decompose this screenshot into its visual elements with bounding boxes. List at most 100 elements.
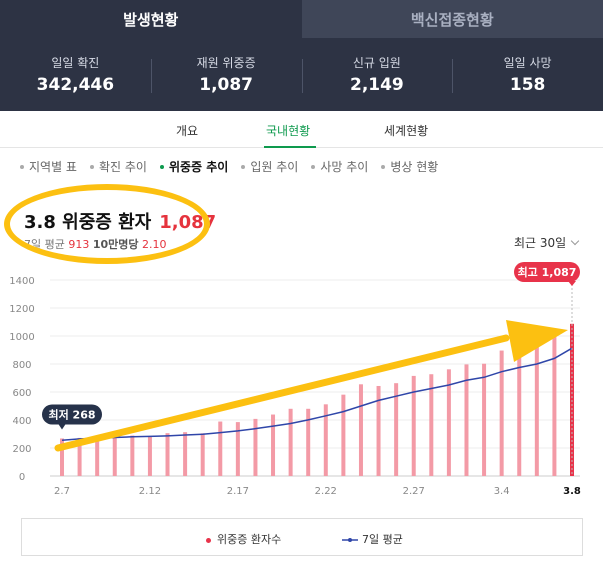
stat-label: 일일 확진 [51, 56, 100, 70]
bar [464, 364, 469, 476]
bar [218, 421, 223, 476]
x-tick-label: 3.8 [563, 486, 581, 497]
legend-bar: 위중증 환자수 [206, 531, 281, 547]
y-tick-label: 800 [12, 360, 31, 371]
menu-label: 병상 현황 [390, 160, 439, 174]
bar [358, 384, 363, 476]
critical-trend-chart: 0 200 400 600 800 1000 1200 1400 2.7 2.12 2.17 2.22… [9, 262, 581, 497]
max-tooltip-label: 최고 1,087 [518, 265, 577, 279]
menu-critical-trend[interactable]: 위중증 추이 [159, 158, 229, 175]
bar [482, 363, 487, 476]
menu-confirmed-trend[interactable]: 확진 추이 [89, 158, 147, 175]
sub-tabs: 개요 국내현황 세계현황 [0, 111, 603, 148]
annotation-circle [4, 184, 210, 264]
bar [235, 422, 240, 476]
bar [271, 414, 276, 476]
avg-line [61, 347, 573, 442]
bar [411, 375, 416, 476]
bullet-icon [241, 164, 246, 169]
bar [165, 433, 170, 476]
period-select[interactable]: 최근 30일 [514, 234, 580, 251]
bar [429, 374, 434, 476]
legend-line: 7일 평균 [342, 531, 403, 547]
bullet-icon [159, 164, 164, 169]
subtab-world[interactable]: 세계현황 [384, 124, 429, 138]
menu-label: 위중증 추이 [168, 160, 229, 174]
stat-label: 일일 사망 [503, 56, 552, 70]
menu-label: 사망 추이 [320, 160, 369, 174]
menu-death-trend[interactable]: 사망 추이 [311, 158, 368, 175]
menu-label: 입원 추이 [250, 160, 299, 174]
bar [499, 350, 504, 476]
bar [517, 352, 522, 476]
menu-admission-trend[interactable]: 입원 추이 [241, 158, 298, 175]
line-marker-icon [342, 538, 358, 542]
bar [570, 323, 574, 476]
y-tick-label: 200 [12, 444, 31, 455]
x-tick-label: 2.12 [139, 486, 161, 497]
min-tooltip-label: 최저 268 [48, 407, 95, 421]
x-tick-label: 3.4 [494, 486, 510, 497]
bar [341, 394, 346, 476]
stat-daily-death: 일일 사망 158 [452, 54, 603, 95]
bar [253, 418, 258, 476]
x-tick-label: 2.17 [227, 486, 249, 497]
stat-value: 2,149 [349, 75, 404, 95]
annotation-arrow-head [506, 320, 568, 362]
y-tick-label: 1200 [9, 304, 34, 315]
bar [376, 385, 381, 476]
stat-daily-confirmed: 일일 확진 342,446 [0, 54, 151, 95]
bar [394, 383, 399, 476]
red-dot-icon [206, 537, 211, 543]
subtab-domestic[interactable]: 국내현황 [266, 124, 311, 138]
stat-value: 342,446 [36, 75, 115, 95]
y-tick-label: 1000 [9, 332, 34, 343]
stat-value: 158 [509, 75, 546, 95]
stat-label: 재원 위중증 [196, 56, 256, 70]
menu-label: 지역별 표 [29, 160, 77, 174]
y-tick-label: 0 [19, 472, 25, 483]
annotation-arrow-shaft [54, 334, 510, 452]
period-label: 최근 30일 [514, 236, 567, 250]
bar [112, 436, 117, 476]
bar [534, 342, 539, 476]
x-tick-label: 2.7 [54, 486, 70, 497]
bar [130, 435, 135, 476]
bar [200, 433, 205, 476]
max-tooltip-arrow [568, 281, 576, 286]
bar [323, 404, 328, 476]
x-tick-label: 2.22 [315, 486, 337, 497]
stat-label: 신규 입원 [352, 56, 401, 70]
bar [552, 335, 557, 476]
menu-region-table[interactable]: 지역별 표 [20, 158, 77, 175]
stat-value: 1,087 [199, 75, 254, 95]
tab-vaccination[interactable]: 백신접종현황 [301, 0, 603, 38]
chevron-down-icon [570, 236, 580, 246]
bar [288, 408, 293, 476]
bar [60, 438, 64, 476]
bullet-icon [311, 164, 316, 169]
max-tooltip-bg [514, 262, 580, 282]
stat-new-admission: 신규 입원 2,149 [301, 54, 453, 95]
bar [95, 435, 100, 476]
active-tab-underline [264, 146, 316, 148]
bullet-icon [89, 164, 94, 169]
y-tick-label: 600 [12, 388, 31, 399]
menu-bed-status[interactable]: 병상 현황 [381, 158, 438, 175]
bar [446, 369, 451, 476]
bullet-icon [381, 164, 386, 169]
bar [306, 408, 311, 476]
top-tabs: 발생현황 백신접종현황 [0, 0, 603, 38]
tab-status[interactable]: 발생현황 [0, 0, 302, 38]
y-tick-label: 1400 [9, 276, 34, 287]
legend-bar-label: 위중증 환자수 [217, 533, 282, 546]
stats-bar: 일일 확진 342,446 재원 위중증 1,087 신규 입원 2,149 일… [0, 38, 603, 111]
subtab-overview[interactable]: 개요 [176, 124, 199, 138]
chart-legend: 위중증 환자수 7일 평균 [21, 518, 583, 556]
chart-menu: 지역별 표 확진 추이 위중증 추이 입원 추이 사망 추이 병상 현황 [20, 158, 438, 175]
bar [77, 437, 82, 476]
min-tooltip-arrow [58, 423, 66, 430]
bar [147, 436, 152, 476]
y-tick-label: 400 [12, 416, 31, 427]
menu-label: 확진 추이 [98, 160, 147, 174]
